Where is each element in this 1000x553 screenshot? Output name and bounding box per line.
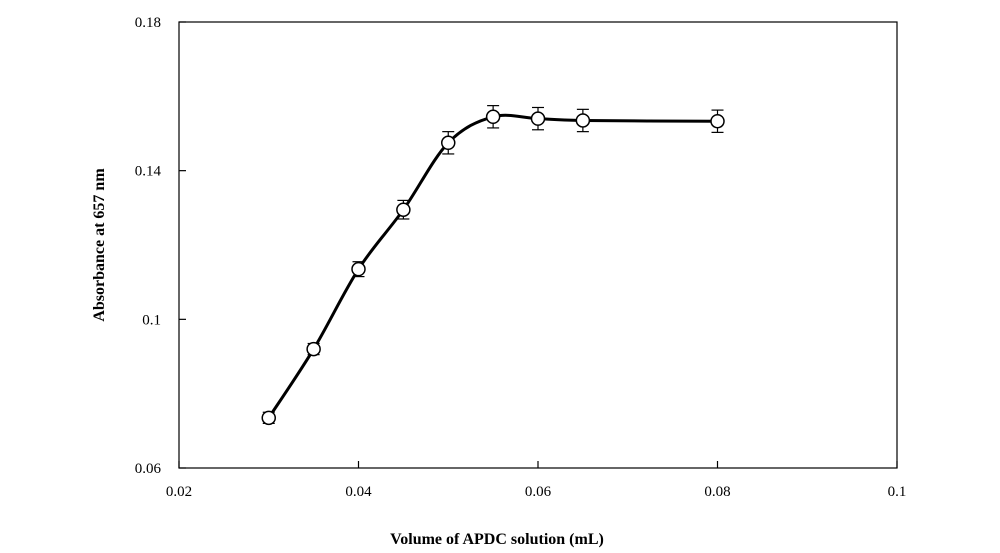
y-axis-ticks: 0.06 0.1 0.14 0.18 xyxy=(135,15,186,477)
series-line xyxy=(267,113,718,419)
x-tick-label: 0.02 xyxy=(166,484,192,500)
data-point xyxy=(710,113,725,129)
y-tick-label: 0.14 xyxy=(135,164,162,180)
x-axis-ticks: 0.02 0.04 0.06 0.08 0.1 xyxy=(166,461,907,500)
data-point xyxy=(306,341,321,357)
x-tick-label: 0.04 xyxy=(345,484,372,500)
data-point xyxy=(575,113,591,128)
x-tick-label: 0.06 xyxy=(525,484,552,500)
x-axis-title: Volume of APDC solution (mL) xyxy=(390,531,604,548)
data-point xyxy=(351,261,366,277)
x-tick-label: 0.1 xyxy=(888,484,907,500)
y-tick-label: 0.1 xyxy=(142,312,161,328)
y-tick-label: 0.18 xyxy=(135,15,161,31)
data-point xyxy=(530,111,546,126)
error-bars xyxy=(262,105,724,424)
y-tick-label: 0.06 xyxy=(135,461,162,477)
plot-frame xyxy=(178,21,898,469)
data-point xyxy=(441,135,456,151)
data-points xyxy=(261,109,725,426)
data-point xyxy=(396,202,411,217)
data-point xyxy=(261,410,276,426)
data-point xyxy=(485,109,501,125)
y-axis-title: Absorbance at 657 nm xyxy=(91,168,108,322)
x-tick-label: 0.08 xyxy=(704,484,730,500)
